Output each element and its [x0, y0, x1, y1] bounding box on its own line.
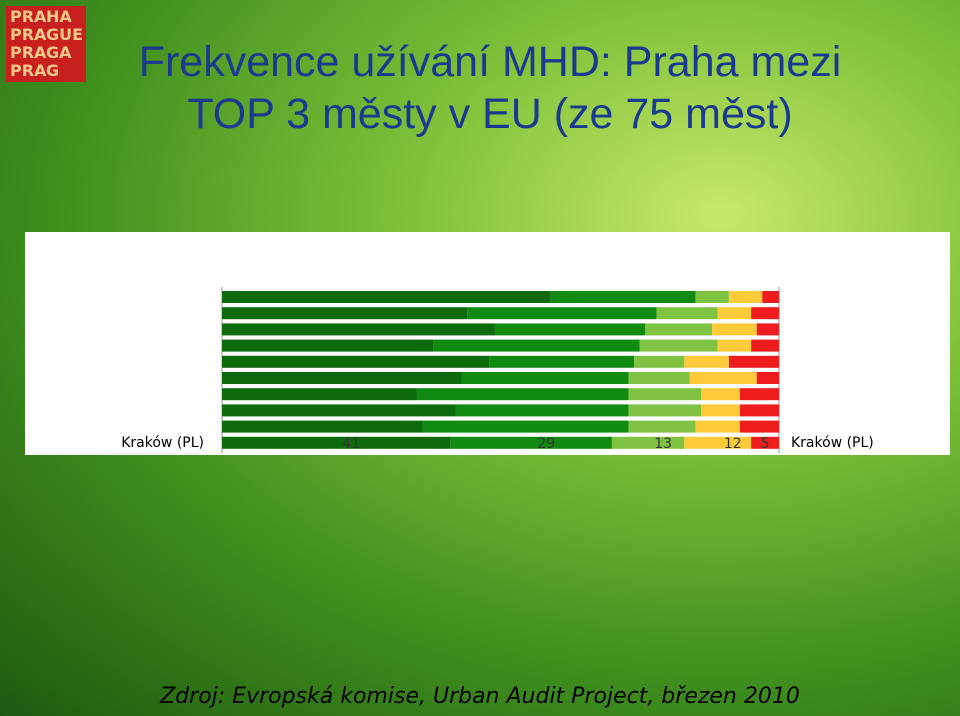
- bar-segment: [433, 339, 640, 352]
- logo-text: G: [46, 61, 60, 80]
- logo-text: GUE: [46, 25, 84, 44]
- bar-segment: [461, 372, 629, 384]
- logo-row: PRAHA: [10, 8, 86, 26]
- bar-segment: [222, 420, 423, 433]
- data-label: 12: [724, 436, 742, 452]
- bar-segment: [494, 323, 646, 336]
- chart-area: 41 29 13 12 5 Kraków (PL) Kraków (PL): [25, 232, 950, 455]
- logo-row: PRAG: [10, 62, 86, 80]
- bar-segment: [628, 388, 702, 401]
- bar-segment: [222, 323, 495, 336]
- bar-segment: [222, 372, 462, 384]
- bar-segment: [222, 388, 417, 401]
- chart: 41 29 13 12 5 Kraków (PL) Kraków (PL): [121, 287, 874, 453]
- bar-segment: [550, 291, 696, 303]
- bar-segment: [628, 420, 696, 433]
- bar-segment: [639, 339, 718, 352]
- bar-segment: [222, 436, 451, 449]
- bar-segment: [455, 404, 629, 417]
- bar-segment: [489, 355, 635, 368]
- bar-segment: [740, 420, 779, 433]
- bar-segment: [222, 307, 468, 320]
- bar-segment: [689, 372, 757, 384]
- bar-segment: [728, 291, 763, 303]
- bar-segment: [628, 372, 690, 384]
- source: Zdroj: Evropská komise, Urban Audit Proj…: [160, 684, 800, 709]
- bar-segment: [222, 404, 456, 417]
- bar-segment: [684, 355, 729, 368]
- bar-segment: [695, 291, 729, 303]
- logo-text: GA: [46, 43, 72, 62]
- bar-segment: [717, 307, 752, 320]
- bar-segment: [467, 307, 657, 320]
- bar-segment: [645, 323, 713, 336]
- bar-segment: [695, 420, 741, 433]
- y-tick-label: Kraków (PL): [121, 435, 204, 451]
- bar-segment: [751, 307, 779, 320]
- data-label: 29: [537, 436, 555, 452]
- data-label: 5: [761, 436, 770, 452]
- y-tick-label: Kraków (PL): [791, 435, 874, 451]
- bar-segment: [701, 388, 741, 401]
- bar-segment: [611, 436, 685, 449]
- bar-segment: [717, 339, 752, 352]
- bar-segment: [740, 404, 779, 417]
- data-label: 13: [654, 436, 672, 452]
- bar-segment: [628, 404, 702, 417]
- bar-segment: [756, 372, 779, 384]
- bar-segment: [450, 436, 612, 449]
- logo-text: PRA: [10, 43, 47, 62]
- logo-text: PRA: [10, 61, 47, 80]
- bar-segment: [751, 436, 779, 449]
- bar-segment: [422, 420, 629, 433]
- bar-segment: [728, 355, 779, 368]
- bar-segment: [416, 388, 629, 401]
- data-label: 41: [342, 436, 360, 452]
- bar-segment: [740, 388, 779, 401]
- bar-segment: [634, 355, 685, 368]
- bar-segment: [751, 339, 779, 352]
- bar-segment: [222, 291, 551, 303]
- logo-row: PRAGA: [10, 44, 86, 62]
- logo-row: PRAGUE: [10, 26, 86, 44]
- logo-text: PRA: [10, 25, 47, 44]
- bar-segment: [684, 436, 752, 449]
- bar-segment: [712, 323, 757, 336]
- bar-segment: [701, 404, 741, 417]
- bar-segment: [656, 307, 718, 320]
- bar-segment: [756, 323, 779, 336]
- bar-segment: [762, 291, 779, 303]
- chart-title: Frekvence užívání MHD: Praha mezi TOP 3 …: [138, 38, 842, 138]
- logo-text: PRA: [10, 7, 47, 26]
- bar-segment: [222, 339, 434, 352]
- logo-text: HA: [46, 7, 72, 26]
- bar-segment: [222, 355, 490, 368]
- logo: PRAHA PRAGUE PRAGA PRAG: [6, 6, 86, 82]
